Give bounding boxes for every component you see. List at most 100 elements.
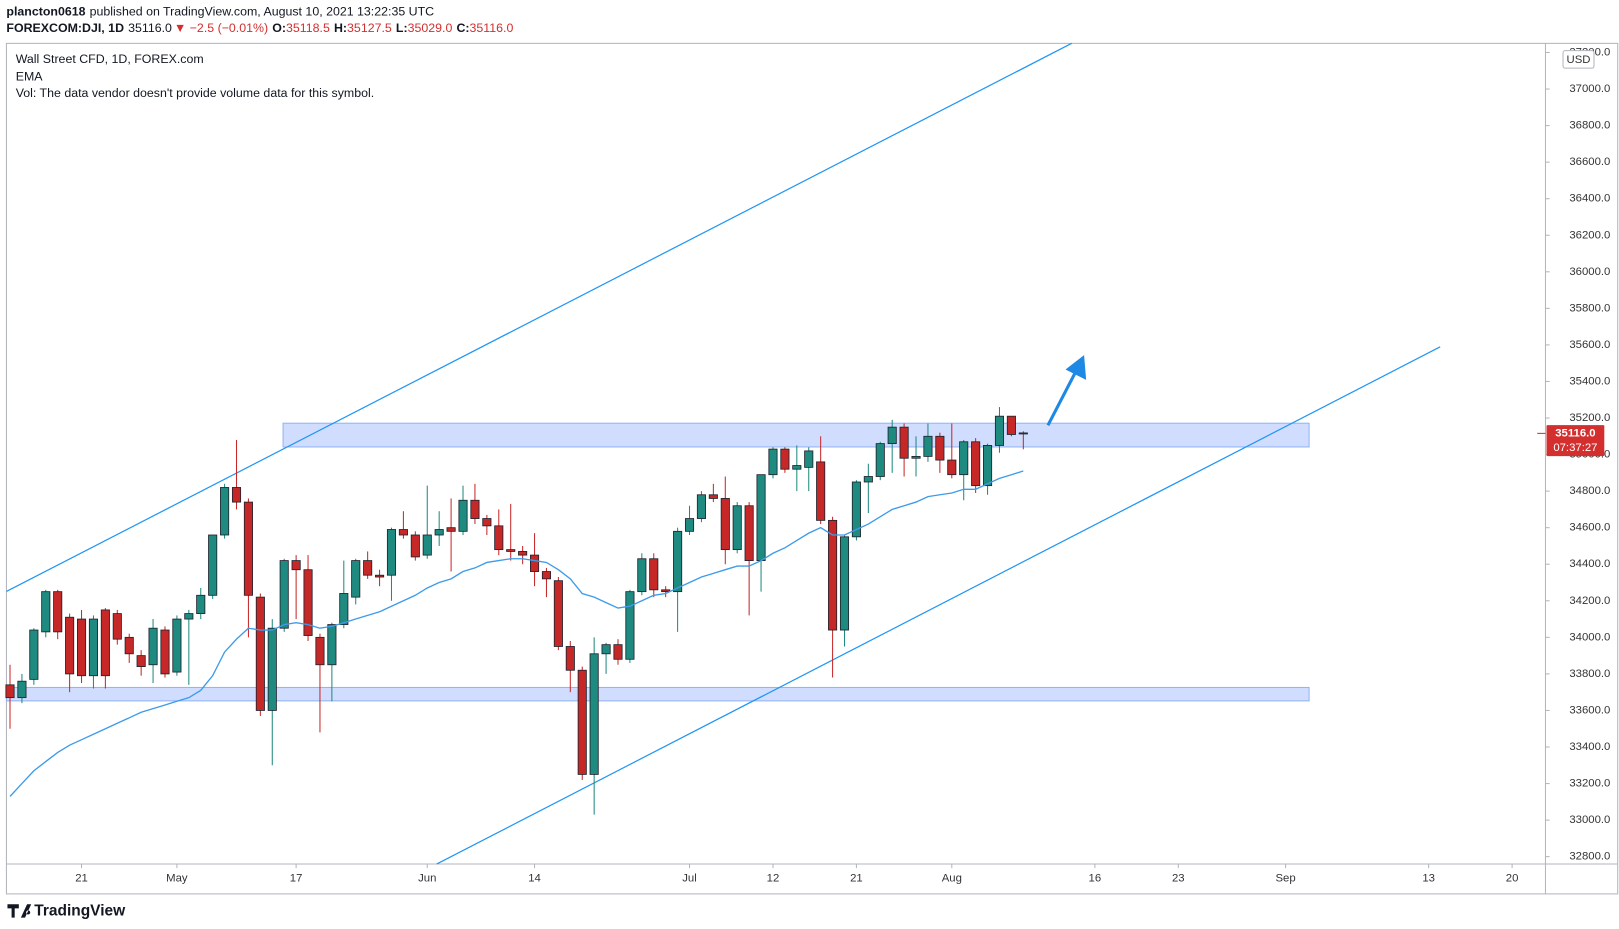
low-key: L: xyxy=(396,21,408,35)
y-tick-label: 34800.0 xyxy=(1569,485,1610,497)
candle-body xyxy=(839,536,850,631)
symbol: FOREXCOM:DJI, 1D xyxy=(6,21,124,35)
candle-body xyxy=(41,591,51,633)
low-val: 35029.0 xyxy=(408,21,453,35)
open-val: 35118.5 xyxy=(286,21,330,35)
last-price-label: 35116.0 xyxy=(1555,427,1595,439)
x-tick-label: 16 xyxy=(1089,872,1102,884)
candle-body xyxy=(625,591,635,660)
legend: Wall Street CFD, 1D, FOREX.com EMA Vol: … xyxy=(16,52,374,100)
candle-body xyxy=(649,558,659,591)
candle-body xyxy=(243,501,253,596)
candle-body xyxy=(172,618,182,673)
candle-body xyxy=(29,629,39,680)
candle-body xyxy=(923,435,933,457)
y-tick-label: 37000.0 xyxy=(1569,83,1610,95)
candle-body xyxy=(553,580,563,647)
candle-body xyxy=(828,519,838,631)
marks xyxy=(5,407,1028,815)
candle-body xyxy=(398,529,408,536)
y-tick-label: 35400.0 xyxy=(1569,375,1610,387)
y-tick-label: 36600.0 xyxy=(1569,156,1610,168)
candle-body xyxy=(291,560,301,571)
candle-body xyxy=(112,613,122,640)
open-key: O: xyxy=(272,21,286,35)
x-tick-label: 13 xyxy=(1422,872,1435,884)
candle-body xyxy=(887,426,897,445)
ema-line xyxy=(9,470,1024,797)
candle-body xyxy=(780,448,790,470)
candle-body xyxy=(124,636,134,655)
x-tick-label: 23 xyxy=(1172,872,1185,884)
candle-body xyxy=(279,560,289,629)
y-tick-label: 33800.0 xyxy=(1569,668,1610,680)
y-tick-label: 33200.0 xyxy=(1569,778,1610,790)
y-tick-label: 34200.0 xyxy=(1569,595,1610,607)
candle-body xyxy=(1018,432,1028,435)
candle-body xyxy=(577,669,587,775)
candle-body xyxy=(816,461,826,521)
last: 35116.0 xyxy=(128,21,172,35)
candle-body xyxy=(196,594,206,614)
candle-body xyxy=(375,574,385,578)
candle-body xyxy=(613,644,623,660)
candle-body xyxy=(994,415,1005,446)
candle-body xyxy=(148,627,158,666)
y-tick-label: 36000.0 xyxy=(1569,266,1610,278)
candle-body xyxy=(851,481,861,538)
candle-body xyxy=(231,487,242,503)
candle-body xyxy=(17,680,27,699)
y-tick-label: 35200.0 xyxy=(1569,412,1610,424)
lower-channel-line xyxy=(436,346,1441,865)
candle-body xyxy=(637,558,647,593)
y-tick-label: 33000.0 xyxy=(1569,814,1610,826)
candle-body xyxy=(422,534,432,556)
candle-body xyxy=(315,636,325,666)
candle-body xyxy=(756,474,766,561)
legend-ema: EMA xyxy=(16,70,44,84)
candle-body xyxy=(494,525,504,551)
x-tick-label: Aug xyxy=(942,872,962,884)
candle-body xyxy=(541,571,552,580)
candle-body xyxy=(720,498,730,551)
candle-body xyxy=(470,499,480,519)
y-tick-label: 35800.0 xyxy=(1569,302,1610,314)
currency: USD xyxy=(1567,54,1591,66)
y-tick-label: 34600.0 xyxy=(1569,522,1610,534)
candle-body xyxy=(684,518,695,532)
candle-body xyxy=(983,445,993,487)
x-tick-label: 21 xyxy=(75,872,88,884)
candle-body xyxy=(875,443,885,477)
y-tick-label: 36200.0 xyxy=(1569,229,1610,241)
x-tick-label: Sep xyxy=(1275,872,1295,884)
close-val: 35116.0 xyxy=(470,21,514,35)
last-price-box xyxy=(1546,425,1605,457)
candle-body xyxy=(410,534,420,558)
candle-body xyxy=(947,459,957,476)
candle-body xyxy=(220,487,230,536)
legend-vol: Vol: The data vendor doesn't provide vol… xyxy=(16,86,374,100)
candle-body xyxy=(446,527,456,532)
candle-body xyxy=(1006,415,1016,435)
candle-body xyxy=(530,554,540,572)
candle-body xyxy=(327,624,337,666)
candle-body xyxy=(768,448,778,476)
candle-body xyxy=(339,593,349,625)
candle-body xyxy=(661,589,671,593)
candle-body xyxy=(899,426,909,459)
candle-body xyxy=(696,494,706,519)
candle-body xyxy=(434,529,444,536)
chart-frame xyxy=(5,42,1619,895)
candle-body xyxy=(911,455,921,459)
candle-body xyxy=(208,534,218,596)
candle-body xyxy=(303,569,313,636)
publish-line: plancton0618 published on TradingView.com… xyxy=(6,5,434,19)
resistance-zone xyxy=(282,422,1310,448)
candle-body xyxy=(76,618,87,677)
candle-body xyxy=(386,529,397,576)
candle-body xyxy=(792,465,802,470)
candle-body xyxy=(267,627,277,711)
y-tick-label: 34000.0 xyxy=(1569,631,1610,643)
candle-body xyxy=(458,499,468,532)
published: published on TradingView.com, August 10,… xyxy=(90,5,435,19)
